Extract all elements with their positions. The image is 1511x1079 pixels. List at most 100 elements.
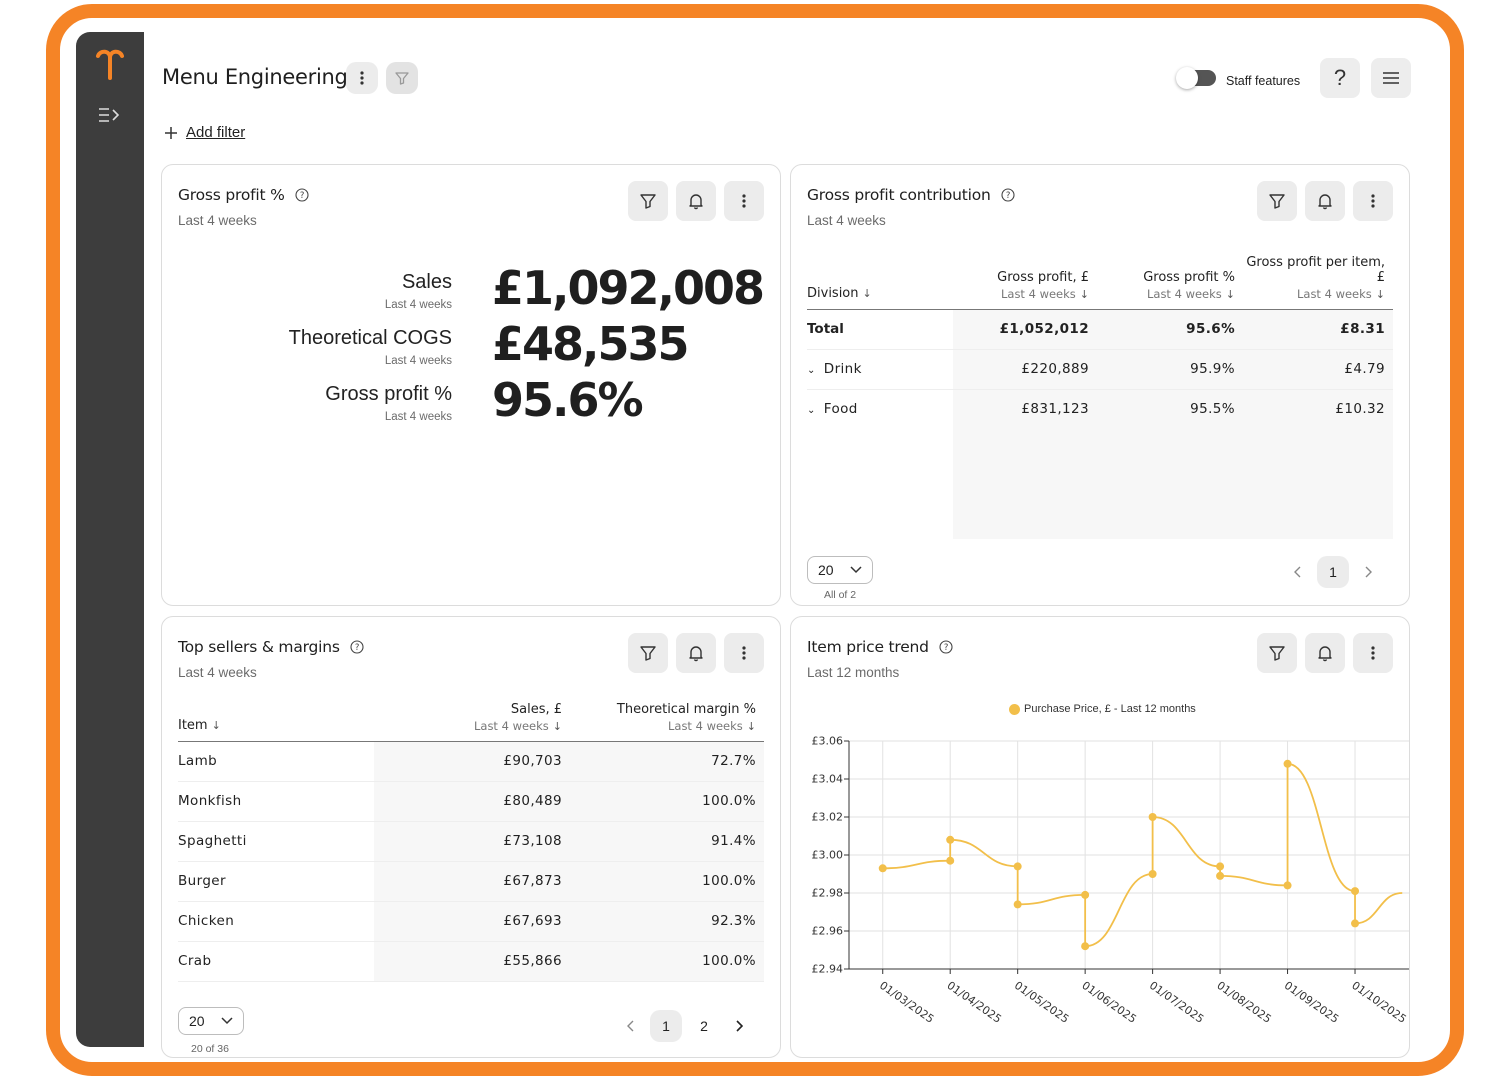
chevron-down-icon — [221, 1017, 233, 1025]
gross-profit-per-item-cell: £10.32 — [1243, 389, 1393, 429]
column-header-division[interactable]: Division ↓ — [807, 245, 957, 310]
card-more-button[interactable] — [724, 181, 764, 221]
item-cell: Monkfish — [178, 781, 374, 822]
card-more-button[interactable] — [724, 633, 764, 673]
svg-text:?: ? — [944, 643, 948, 653]
gross-profit-cell: £1,052,012 — [957, 309, 1097, 350]
next-page-button[interactable] — [1355, 556, 1381, 588]
column-header-sales[interactable]: Sales, £ Last 4 weeks ↓ — [374, 699, 570, 742]
table-row[interactable]: Burger £67,873 100.0% — [178, 861, 764, 902]
data-point — [1216, 862, 1225, 871]
table-row[interactable]: Lamb £90,703 72.7% — [178, 741, 764, 782]
card-title-text: Item price trend — [807, 638, 929, 656]
card-filter-button[interactable] — [1257, 633, 1297, 673]
x-tick-label: 01/10/2025 — [1349, 979, 1408, 1026]
table-row[interactable]: ⌄ Drink £220,889 95.9% £4.79 — [807, 349, 1393, 390]
margin-cell: 92.3% — [570, 901, 764, 942]
table-row: Total £1,052,012 95.6% £8.31 — [807, 309, 1393, 350]
column-header-gross-profit[interactable]: Gross profit, £ Last 4 weeks ↓ — [957, 245, 1097, 310]
division-cell[interactable]: ⌄ Drink — [807, 349, 957, 390]
kpi-value: 95.6% — [492, 373, 644, 427]
table-row[interactable]: Monkfish £80,489 100.0% — [178, 781, 764, 822]
card-title: Top sellers & margins ? — [178, 638, 364, 656]
x-tick-label: 01/08/2025 — [1214, 979, 1273, 1026]
page-1-button[interactable]: 1 — [650, 1010, 682, 1042]
next-page-button[interactable] — [726, 1010, 752, 1042]
card-alert-button[interactable] — [1305, 181, 1345, 221]
expand-menu-icon[interactable] — [96, 104, 122, 126]
card-alert-button[interactable] — [1305, 633, 1345, 673]
column-header-gross-profit-per-item[interactable]: Gross profit per item, £ Last 4 weeks ↓ — [1243, 245, 1393, 310]
chart-legend[interactable]: Purchase Price, £ - Last 12 months — [1009, 703, 1196, 715]
table-row[interactable]: Chicken £67,693 92.3% — [178, 901, 764, 942]
kpi-sales: Sales Last 4 weeks £1,092,008 — [162, 261, 780, 327]
chevron-down-icon — [850, 566, 862, 574]
table-row[interactable]: Spaghetti £73,108 91.4% — [178, 821, 764, 862]
card-more-button[interactable] — [1353, 633, 1393, 673]
page-options-button[interactable] — [346, 62, 378, 94]
help-circle-icon[interactable]: ? — [350, 640, 364, 654]
staff-features-toggle[interactable] — [1176, 67, 1216, 89]
more-vertical-icon — [360, 71, 364, 85]
card-title: Item price trend ? — [807, 638, 953, 656]
card-title-text: Gross profit % — [178, 186, 285, 204]
column-header-gross-profit-percent[interactable]: Gross profit % Last 4 weeks ↓ — [1097, 245, 1243, 310]
table-row[interactable]: ⌄ Food £831,123 95.5% £10.32 — [807, 389, 1393, 429]
more-vertical-icon — [1371, 646, 1375, 660]
sales-cell: £80,489 — [374, 781, 570, 822]
item-cell: Burger — [178, 861, 374, 902]
card-alert-button[interactable] — [676, 181, 716, 221]
x-tick-label: 01/09/2025 — [1282, 979, 1341, 1026]
card-more-button[interactable] — [1353, 181, 1393, 221]
table-row[interactable]: Crab £55,866 100.0% — [178, 941, 764, 982]
filter-icon — [395, 72, 409, 85]
gross-profit-cell: £831,123 — [957, 389, 1097, 429]
gross-profit-percent-cell: 95.6% — [1097, 309, 1243, 350]
chevron-right-icon — [736, 1020, 743, 1032]
brand-logo-icon[interactable] — [90, 44, 130, 84]
data-point — [1081, 890, 1090, 899]
data-point — [1013, 862, 1022, 871]
chevron-right-icon — [1365, 566, 1372, 578]
kpi-sublabel: Last 4 weeks — [384, 355, 452, 367]
help-circle-icon[interactable]: ? — [295, 188, 309, 202]
card-alert-button[interactable] — [676, 633, 716, 673]
page-title: Menu Engineering — [162, 65, 348, 89]
main-menu-button[interactable] — [1371, 58, 1411, 98]
card-filter-button[interactable] — [628, 633, 668, 673]
card-filter-button[interactable] — [1257, 181, 1297, 221]
card-title: Gross profit % ? — [178, 186, 309, 204]
data-point — [1081, 942, 1090, 951]
page-size-select[interactable]: 20 — [807, 556, 873, 584]
sales-cell: £73,108 — [374, 821, 570, 862]
page-2-button[interactable]: 2 — [700, 1018, 708, 1034]
more-vertical-icon — [1371, 194, 1375, 208]
filter-icon — [640, 194, 656, 209]
division-cell[interactable]: ⌄ Food — [807, 389, 957, 429]
kpi-value: £1,092,008 — [492, 261, 765, 315]
column-header-theoretical-margin[interactable]: Theoretical margin % Last 4 weeks ↓ — [570, 699, 764, 742]
column-header-item[interactable]: Item ↓ — [178, 699, 374, 742]
page-1-button[interactable]: 1 — [1317, 556, 1349, 588]
help-circle-icon[interactable]: ? — [1001, 188, 1015, 202]
chevron-down-icon[interactable]: ⌄ — [807, 405, 816, 417]
help-circle-icon[interactable]: ? — [939, 640, 953, 654]
add-filter-link[interactable]: Add filter — [164, 124, 245, 141]
card-subtitle: Last 4 weeks — [178, 213, 257, 228]
kpi-value: £48,535 — [492, 317, 690, 371]
page-filter-button[interactable] — [386, 62, 418, 94]
data-point — [1283, 759, 1292, 768]
help-button[interactable]: ? — [1320, 58, 1360, 98]
bell-icon — [1318, 646, 1332, 662]
page-size-select[interactable]: 20 — [178, 1007, 244, 1035]
app-frame: Menu Engineering Staff features ? — [46, 4, 1464, 1076]
division-label: Food — [823, 401, 858, 418]
previous-page-button[interactable] — [618, 1010, 644, 1042]
legend-swatch — [1009, 703, 1020, 715]
kpi-label: Theoretical COGS — [288, 327, 452, 349]
margin-cell: 100.0% — [570, 861, 764, 902]
row-count: All of 2 — [824, 589, 857, 601]
previous-page-button[interactable] — [1285, 556, 1311, 588]
chevron-down-icon[interactable]: ⌄ — [807, 365, 816, 376]
card-filter-button[interactable] — [628, 181, 668, 221]
